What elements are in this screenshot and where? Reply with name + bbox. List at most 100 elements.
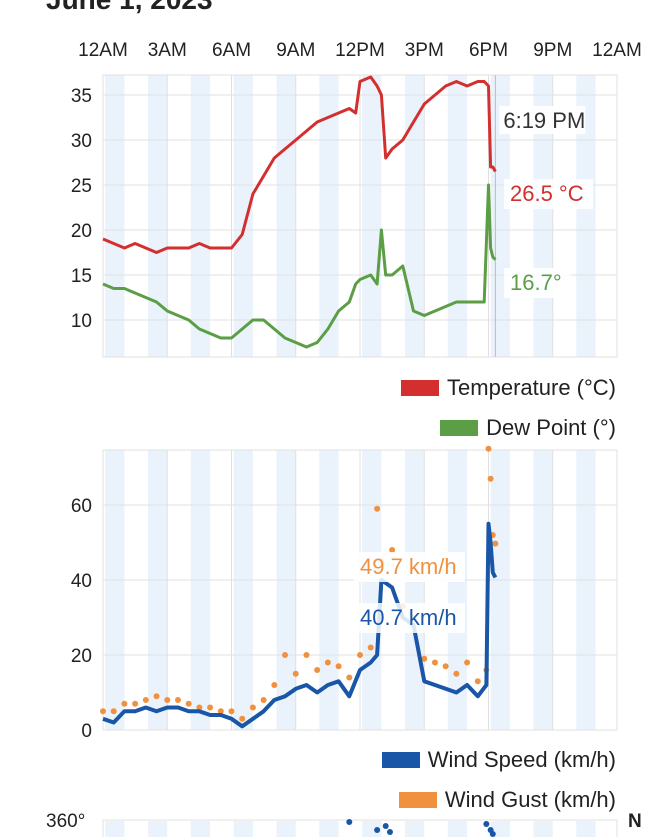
dew-point-swatch — [440, 420, 479, 436]
time-band — [105, 450, 125, 730]
wind-gust-swatch — [398, 792, 437, 808]
temperature-swatch — [401, 380, 440, 396]
cursor-label-bg — [499, 106, 586, 134]
time-band — [576, 821, 596, 837]
time-band — [404, 75, 425, 357]
wind-direction-point — [386, 829, 393, 835]
x-tick-label: 9AM — [276, 40, 315, 61]
value-label: 16.7° — [510, 270, 562, 295]
time-band — [447, 450, 468, 730]
time-band — [233, 450, 253, 730]
wind-direction-point — [374, 827, 381, 833]
legend-label: Wind Speed (km/h) — [427, 747, 616, 772]
legend-label: Wind Gust (km/h) — [444, 787, 616, 812]
time-band — [319, 75, 339, 357]
gust-point — [421, 655, 428, 662]
time-band — [362, 450, 382, 730]
y-tick-label: 0 — [81, 721, 92, 742]
x-tick-label: 3AM — [148, 40, 187, 61]
gust-point — [282, 652, 289, 658]
time-band — [319, 450, 339, 730]
time-band — [105, 821, 125, 837]
gust-point — [324, 659, 331, 666]
y-tick-label: 20 — [71, 221, 92, 242]
time-band — [319, 821, 339, 837]
legend-wind-gust[interactable]: Wind Gust (km/h) — [398, 787, 616, 813]
value-label: 26.5 °C — [510, 181, 584, 206]
gust-point — [153, 693, 160, 700]
time-band — [190, 75, 211, 357]
y-tick-label: 60 — [71, 496, 92, 517]
gust-point — [217, 708, 224, 715]
time-band — [190, 450, 211, 730]
gust-point — [389, 547, 396, 553]
wind-direction-top-tick: 360° — [46, 811, 86, 832]
value-label-bg — [504, 179, 593, 209]
time-band — [533, 450, 553, 730]
gust-point — [132, 700, 139, 707]
gust-point — [239, 715, 246, 722]
gust-point — [485, 445, 492, 452]
y-tick-label: 40 — [71, 571, 92, 592]
time-band — [190, 821, 211, 837]
value-label-bg — [354, 603, 465, 633]
x-tick-label: 6PM — [469, 40, 508, 61]
gust-point — [260, 697, 267, 703]
legend-wind-speed[interactable]: Wind Speed (km/h) — [381, 747, 616, 773]
time-band — [276, 75, 296, 357]
gust-point — [442, 663, 449, 670]
gust-point — [303, 652, 310, 658]
cursor-time-label: 6:19 PM — [503, 108, 585, 133]
legend-label: Temperature (°C) — [447, 375, 616, 400]
time-band — [147, 75, 168, 357]
x-tick-label: 3PM — [405, 40, 444, 61]
gust-point — [207, 704, 214, 711]
gust-point — [100, 708, 106, 715]
gust-point — [196, 704, 203, 711]
gust-point — [346, 674, 353, 681]
time-band — [276, 450, 296, 730]
time-band — [147, 450, 168, 730]
gust-point — [292, 670, 299, 677]
gust-point — [249, 704, 256, 711]
gust-point — [121, 700, 128, 707]
gust-point — [492, 540, 499, 547]
wind-direction-point — [489, 831, 496, 837]
y-tick-label: 20 — [71, 646, 92, 667]
time-band — [447, 75, 468, 357]
legend-temperature[interactable]: Temperature (°C) — [401, 375, 616, 401]
y-tick-label: 10 — [71, 311, 92, 332]
y-tick-label: 15 — [71, 266, 92, 287]
gust-point — [487, 475, 494, 482]
value-label-bg — [504, 268, 571, 298]
x-tick-label: 12PM — [335, 40, 385, 61]
wind-direction-point — [346, 819, 353, 825]
value-label-bg — [354, 552, 465, 582]
y-tick-label: 35 — [71, 86, 92, 107]
time-band — [362, 75, 382, 357]
wind-direction-frame — [102, 819, 618, 837]
gust-point — [474, 678, 481, 685]
series-line — [102, 183, 497, 349]
time-band — [447, 821, 468, 837]
time-band — [362, 821, 382, 837]
x-tick-label: 9PM — [533, 40, 572, 61]
time-band — [404, 821, 425, 837]
page-title: June 1, 2023 — [46, 0, 213, 16]
time-band — [233, 821, 253, 837]
compass-north-label: N — [628, 811, 642, 832]
gust-point — [357, 652, 363, 658]
legend-dew-point[interactable]: Dew Point (°) — [440, 415, 616, 441]
value-label: 49.7 km/h — [360, 554, 457, 579]
gust-point — [164, 697, 171, 703]
gust-point — [367, 644, 374, 651]
gust-point — [110, 708, 117, 715]
time-band — [533, 821, 553, 837]
x-tick-label: 12AM — [592, 40, 642, 61]
value-label: 40.7 km/h — [360, 605, 457, 630]
time-band — [576, 75, 596, 357]
gust-point — [142, 697, 149, 703]
gust-point — [335, 663, 342, 670]
time-band — [490, 450, 510, 730]
